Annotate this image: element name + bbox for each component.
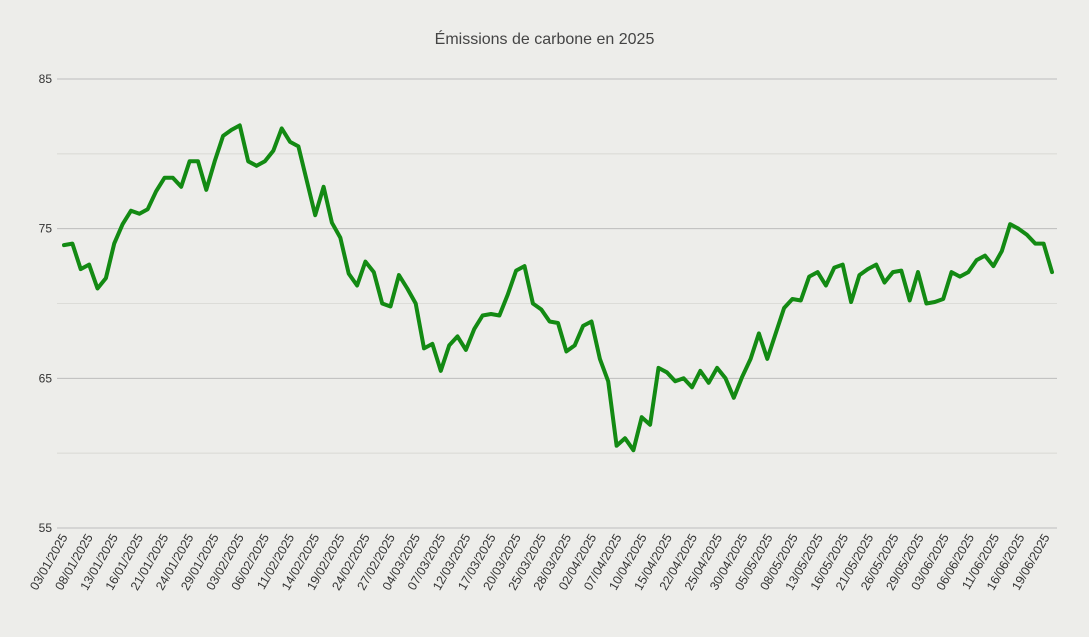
y-tick-label: 55 [39,521,53,535]
y-tick-label: 65 [39,371,53,385]
y-tick-label: 85 [39,72,53,86]
series-line [62,123,1054,453]
y-tick-label: 75 [39,222,53,236]
chart-title: Émissions de carbone en 2025 [434,31,655,48]
